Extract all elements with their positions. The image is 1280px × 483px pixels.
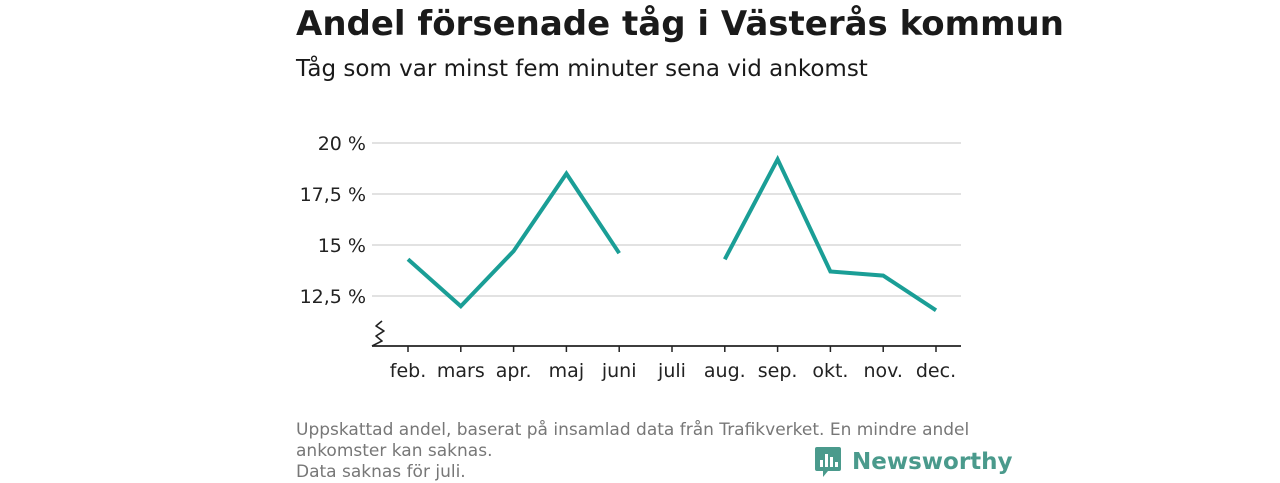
data-point [934,308,938,312]
data-point [776,157,780,161]
newsworthy-logo-text: Newsworthy [852,449,1013,475]
data-point [512,249,516,253]
series-line-segment [406,170,621,309]
x-tick-label: nov. [863,360,902,382]
y-tick-label: 12,5 % [300,286,366,308]
line-chart: 12,5 % 15 % 17,5 % 20 % feb. mars apr. maj juni… [300,133,961,382]
footnote-line-3: Data saknas för juli. [296,462,466,482]
y-axis-tick-labels: 12,5 % 15 % 17,5 % 20 % [300,133,366,308]
footnote-line-2: ankomster kan saknas. [296,441,493,461]
x-axis [371,320,961,352]
data-point [881,274,885,278]
axis-break-icon [371,320,385,347]
y-tick-label: 20 % [318,133,366,155]
newsworthy-logo-icon [815,447,841,477]
x-tick-label: aug. [704,360,746,382]
x-axis-tick-labels: feb. mars apr. maj juni juli aug. sep. okt. nov. d… [390,360,956,382]
data-point [828,270,832,274]
data-point [459,304,463,308]
series-line-segment [723,154,938,312]
y-tick-label: 15 % [318,235,366,257]
series-line [406,154,938,312]
chart-title: Andel försenade tåg i Västerås kommun [296,4,1064,44]
data-point [723,257,727,261]
chart-subtitle: Tåg som var minst fem minuter sena vid a… [296,56,868,82]
footnote: Uppskattad andel, baserat på insamlad da… [296,420,986,483]
x-tick-label: mars [437,360,485,382]
newsworthy-logo: Newsworthy [814,445,1013,479]
data-point [406,257,410,261]
x-tick-label: sep. [758,360,798,382]
x-tick-label: juli [657,360,686,382]
x-tick-label: dec. [916,360,956,382]
y-tick-label: 17,5 % [300,184,366,206]
data-points [406,157,938,312]
x-tick-label: apr. [496,360,532,382]
footnote-line-1: Uppskattad andel, baserat på insamlad da… [296,420,970,440]
data-point [617,251,621,255]
data-point [564,172,568,176]
x-tick-label: okt. [812,360,848,382]
x-tick-label: juni [601,360,637,382]
x-tick-label: feb. [390,360,426,382]
x-tick-label: maj [549,360,584,382]
